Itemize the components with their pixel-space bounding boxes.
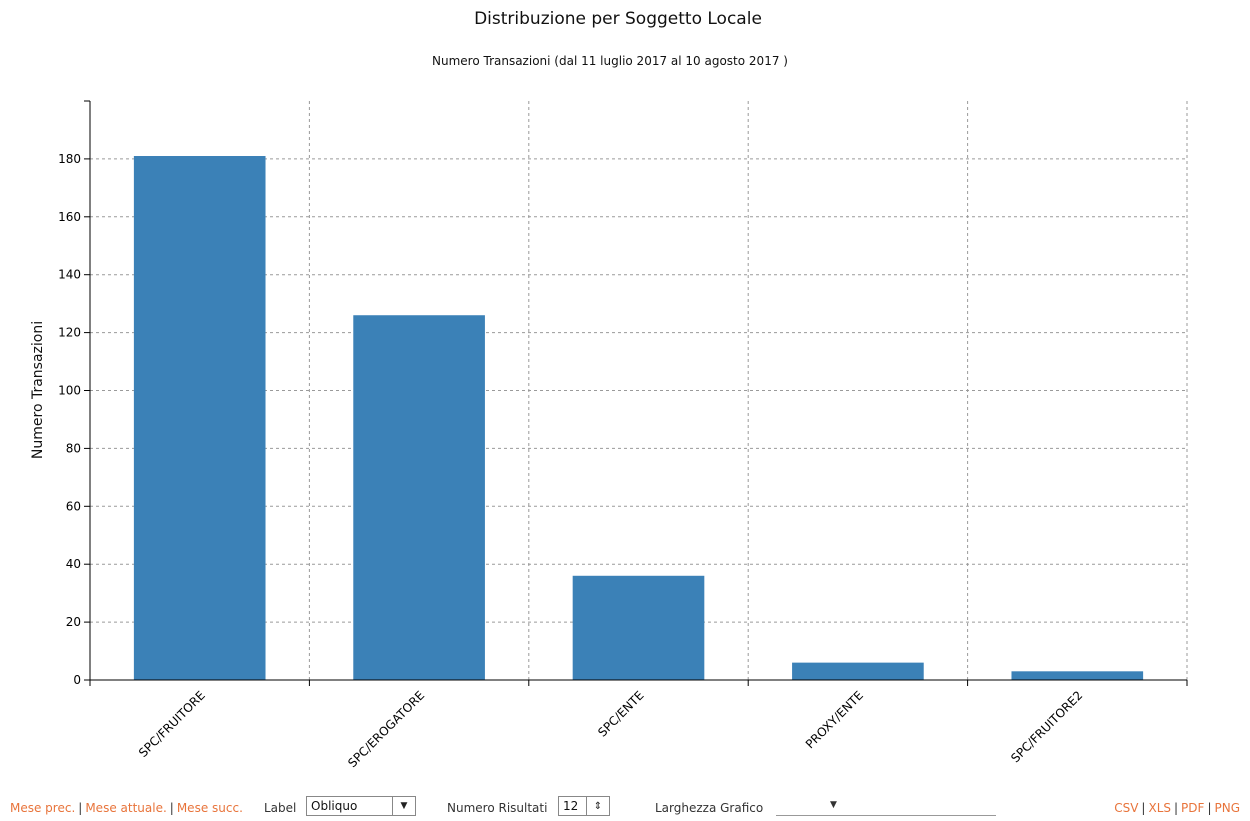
y-tick-label: 60 — [66, 499, 81, 513]
bar[interactable] — [353, 315, 485, 680]
y-tick-label: 180 — [58, 152, 81, 166]
prev-month-link[interactable]: Mese prec. — [10, 801, 76, 815]
export-pdf-link[interactable]: PDF — [1181, 801, 1205, 815]
export-xls-link[interactable]: XLS — [1148, 801, 1171, 815]
x-tick-label: SPC/FRUITORE2 — [1008, 688, 1085, 765]
separator: | — [1141, 801, 1146, 815]
x-tick-label: SPC/ENTE — [595, 688, 646, 739]
y-tick-label: 140 — [58, 268, 81, 282]
chart-width-label: Larghezza Grafico — [655, 801, 764, 815]
bar[interactable] — [133, 156, 266, 680]
export-png-link[interactable]: PNG — [1214, 801, 1240, 815]
bar[interactable] — [1011, 671, 1144, 680]
grid-layer — [90, 101, 1188, 680]
up-down-arrows-icon: ⇕ — [586, 797, 609, 815]
y-tick-label: 160 — [58, 210, 81, 224]
x-tick-label: SPC/FRUITORE — [136, 688, 208, 760]
separator: | — [1174, 801, 1179, 815]
y-tick-label: 0 — [73, 673, 81, 687]
export-links: CSV | XLS | PDF | PNG — [1114, 801, 1240, 815]
label-orientation-value: Obliquo — [311, 799, 358, 813]
bar[interactable] — [792, 662, 924, 680]
next-month-link[interactable]: Mese succ. — [176, 801, 243, 815]
bar-chart: Distribuzione per Soggetto Locale Numero… — [30, 9, 1188, 770]
y-tick-label: 20 — [66, 615, 81, 629]
chart-width-select[interactable]: ▼ — [776, 798, 996, 816]
y-tick-label: 120 — [58, 326, 81, 340]
x-tick-label: SPC/EROGATORE — [345, 688, 427, 770]
results-count-value: 12 — [563, 799, 579, 813]
separator: | — [1207, 801, 1212, 815]
separator: | — [169, 801, 174, 815]
chart-controls: Mese prec. | Mese attuale. | Mese succ. Labe… — [0, 796, 1250, 820]
results-count-label: Numero Risultati — [447, 801, 548, 815]
chevron-down-icon: ▼ — [392, 797, 415, 815]
caret-down-icon: ▼ — [830, 800, 837, 810]
chart-subtitle: Numero Transazioni (dal 11 luglio 2017 a… — [432, 54, 788, 68]
results-count-stepper[interactable]: 12 ⇕ — [558, 796, 610, 816]
export-csv-link[interactable]: CSV — [1114, 801, 1139, 815]
chart-title: Distribuzione per Soggetto Locale — [474, 9, 762, 29]
label-orientation-label: Label — [264, 801, 297, 815]
y-axis-label: Numero Transazioni — [30, 321, 46, 459]
separator: | — [78, 801, 83, 815]
y-tick-label: 40 — [66, 557, 81, 571]
current-month-link[interactable]: Mese attuale. — [85, 801, 167, 815]
y-tick-label: 100 — [58, 384, 81, 398]
bar[interactable] — [572, 575, 705, 680]
y-tick-label: 80 — [66, 441, 81, 455]
bars-layer — [133, 156, 1144, 680]
x-tick-label: PROXY/ENTE — [803, 688, 866, 751]
label-orientation-select[interactable]: Obliquo ▼ — [306, 796, 416, 816]
month-navigation: Mese prec. | Mese attuale. | Mese succ. — [10, 801, 243, 815]
